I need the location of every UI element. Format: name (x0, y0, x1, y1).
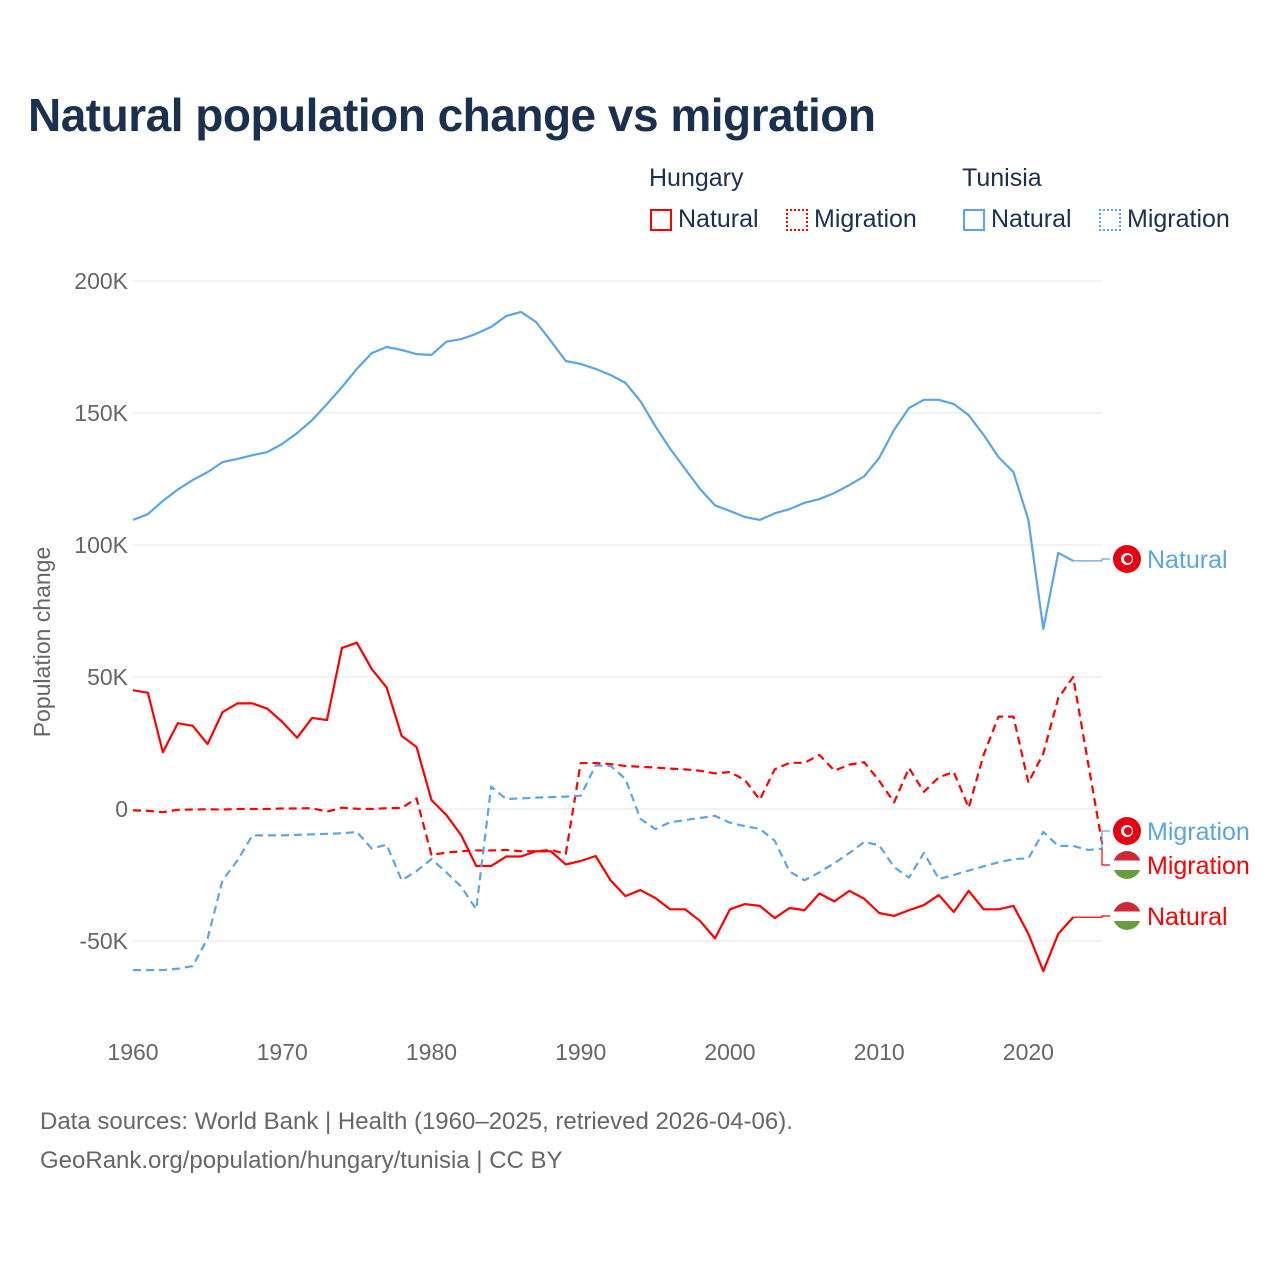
flag-white (1113, 911, 1141, 921)
legend-swatch-solid-blue (963, 208, 985, 231)
footer-sources: Data sources: World Bank | Health (1960–… (40, 1108, 793, 1135)
series-line-tunisia-migration (133, 764, 1104, 972)
y-axis-label: Population change (29, 547, 55, 738)
label-connector (1073, 558, 1110, 562)
legend-tunisia-migration[interactable]: Migration (1099, 205, 1230, 234)
series-line-tunisia-natural (132, 310, 1074, 631)
y-tick-label: 200K (74, 268, 128, 294)
legend-hungary-natural[interactable]: Natural (650, 205, 759, 234)
y-tick-label: 150K (74, 400, 128, 426)
legend-swatch-dotted-red (786, 208, 808, 231)
legend-label: Migration (1127, 205, 1230, 233)
x-tick-label: 2010 (854, 1039, 905, 1065)
flag-green (1113, 870, 1141, 879)
series-end-label: Migration (1147, 818, 1250, 846)
footer-url[interactable]: GeoRank.org/population/hungary/tunisia |… (40, 1147, 563, 1174)
flag-crescent (1124, 555, 1132, 563)
legend-label: Natural (678, 205, 759, 233)
flag-crescent (1124, 827, 1132, 835)
legend-swatch-dotted-blue (1099, 208, 1121, 231)
y-tick-label: 100K (74, 532, 128, 558)
y-tick-label: 50K (87, 664, 129, 690)
series-end-label: Migration (1147, 852, 1250, 880)
chart-title: Natural population change vs migration (28, 89, 876, 141)
legend-group-hungary: Hungary (649, 164, 744, 192)
y-tick-label: 0 (115, 796, 128, 822)
label-connector (1101, 847, 1110, 866)
flag-white (1113, 860, 1141, 870)
label-connector (1101, 830, 1110, 850)
legend-hungary-migration[interactable]: Migration (786, 205, 917, 234)
x-tick-label: 1990 (555, 1039, 606, 1065)
hungary-flag-icon (1113, 851, 1141, 879)
series-line-hungary-migration (132, 675, 1105, 857)
series-end-label: Natural (1147, 546, 1228, 574)
legend-swatch-solid-red (650, 208, 672, 231)
legend-label: Migration (814, 205, 917, 233)
tunisia-flag-icon (1113, 817, 1141, 845)
tunisia-flag-icon (1113, 545, 1141, 573)
x-tick-label: 2020 (1003, 1039, 1054, 1065)
hungary-flag-icon (1113, 902, 1141, 930)
legend-label: Natural (991, 205, 1072, 233)
y-tick-label: -50K (79, 928, 128, 954)
x-tick-label: 1980 (406, 1039, 457, 1065)
legend-group-tunisia: Tunisia (962, 164, 1042, 192)
series-line-hungary-natural (132, 641, 1074, 973)
series-end-label: Natural (1147, 903, 1228, 931)
flag-red (1113, 902, 1141, 912)
x-tick-label: 1970 (257, 1039, 308, 1065)
x-tick-label: 2000 (704, 1039, 755, 1065)
label-connector (1073, 915, 1110, 918)
flag-red (1113, 851, 1141, 861)
flag-green (1113, 921, 1141, 930)
x-tick-label: 1960 (107, 1039, 158, 1065)
legend-tunisia-natural[interactable]: Natural (963, 205, 1072, 234)
